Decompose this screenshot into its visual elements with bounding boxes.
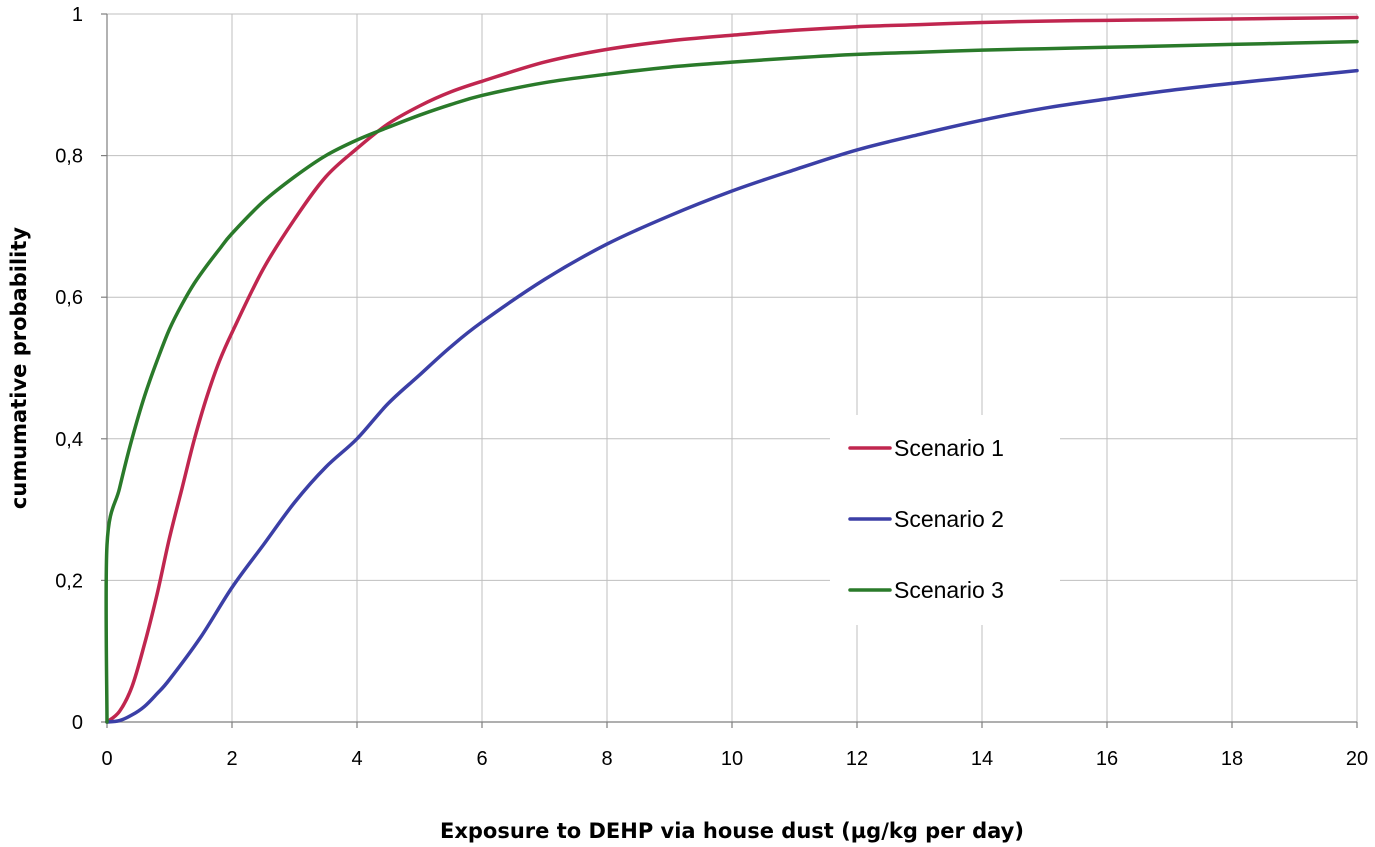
legend-label-scenario-2: Scenario 2 [894, 506, 1004, 532]
y-tick-label: 0,8 [55, 146, 83, 168]
x-axis-title: Exposure to DEHP via house dust (µg/kg p… [440, 819, 1024, 843]
x-tick-label: 10 [721, 748, 743, 770]
x-tick-label: 6 [476, 748, 487, 770]
x-tick-label: 2 [226, 748, 237, 770]
x-tick-label: 12 [846, 748, 868, 770]
scenario-1-line [105, 15, 1359, 724]
x-tick-label: 20 [1346, 748, 1368, 770]
y-tick-label: 0,2 [55, 570, 83, 592]
x-tick-label: 18 [1221, 748, 1243, 770]
y-tick-label: 0,4 [55, 429, 83, 451]
y-tick-label: 1 [72, 4, 83, 26]
x-tick-labels: 0 2 4 6 8 10 12 14 16 18 20 [101, 748, 1368, 770]
y-axis-title: cumumative probability [7, 227, 31, 509]
scenario-2-line [105, 68, 1359, 724]
y-tick-label: 0 [72, 712, 83, 734]
x-tick-label: 8 [601, 748, 612, 770]
x-tick-label: 14 [971, 748, 993, 770]
legend-label-scenario-1: Scenario 1 [894, 435, 1004, 461]
x-tick-label: 0 [101, 748, 112, 770]
legend-label-scenario-3: Scenario 3 [894, 577, 1004, 603]
y-tick-label: 0,6 [55, 287, 83, 309]
grid-lines [107, 13, 1358, 722]
x-tick-label: 4 [351, 748, 362, 770]
scenario-3-line [104, 39, 1359, 724]
series-lines [104, 15, 1359, 724]
y-tick-labels: 0 0,2 0,4 0,6 0,8 1 [55, 4, 83, 734]
legend: Scenario 1 Scenario 2 Scenario 3 [830, 415, 1060, 625]
x-tick-label: 16 [1096, 748, 1118, 770]
